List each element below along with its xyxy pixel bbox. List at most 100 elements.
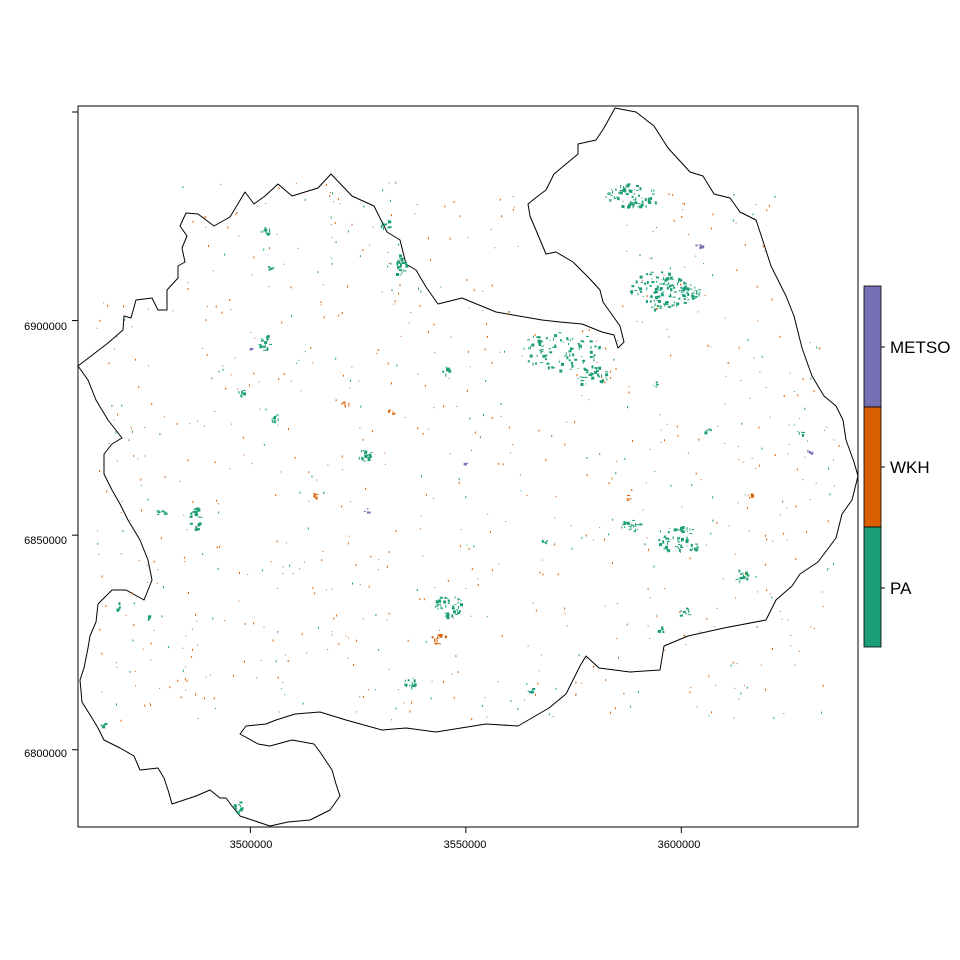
patch-wkh	[388, 551, 390, 554]
patch-pa	[686, 296, 688, 298]
patch-wkh	[391, 382, 392, 385]
patch-wkh	[809, 499, 811, 501]
patch-wkh	[688, 234, 690, 235]
patch-pa	[687, 531, 689, 533]
patch-wkh	[666, 423, 668, 425]
patch-pa	[195, 511, 198, 515]
patch-wkh	[755, 467, 757, 469]
patch-wkh	[244, 660, 245, 663]
patch-pa	[545, 358, 547, 361]
patch-pa	[540, 362, 543, 364]
patch-wkh	[610, 370, 612, 373]
patch-wkh	[368, 585, 370, 588]
patch-pa	[304, 351, 306, 353]
patch-pa	[437, 607, 439, 610]
patch-wkh	[203, 216, 205, 218]
patch-wkh	[608, 482, 610, 485]
patch-pa	[656, 285, 659, 289]
patch-pa	[466, 544, 468, 546]
patch-wkh	[283, 373, 285, 375]
patch-pa	[642, 296, 644, 298]
patch-metso	[551, 435, 553, 438]
patch-pa	[640, 203, 644, 207]
patch-pa	[335, 357, 337, 360]
patch-wkh	[733, 717, 735, 719]
patch-wkh	[538, 429, 540, 432]
patch-pa	[456, 405, 458, 407]
patch-wkh	[724, 317, 726, 319]
patch-wkh	[251, 274, 253, 276]
patch-wkh	[343, 404, 345, 406]
patch-wkh	[725, 375, 727, 377]
patch-pa	[822, 591, 823, 593]
patch-pa	[688, 294, 690, 296]
patch-pa	[667, 537, 669, 541]
patch-wkh	[742, 461, 744, 463]
patch-pa	[224, 253, 226, 256]
patch-wkh	[477, 578, 479, 580]
patch-wkh	[601, 377, 603, 379]
patch-pa	[810, 377, 812, 380]
patch-wkh	[420, 515, 422, 517]
patch-pa	[540, 349, 544, 351]
patch-pa	[651, 281, 655, 284]
patch-pa	[571, 364, 574, 368]
patch-pa	[239, 805, 241, 807]
patch-pa	[440, 606, 442, 609]
patch-pa	[484, 697, 486, 699]
patch-wkh	[205, 226, 207, 228]
patch-wkh	[749, 397, 751, 399]
patch-wkh	[596, 361, 598, 363]
patch-wkh	[647, 587, 649, 590]
patch-pa	[532, 362, 534, 366]
patch-pa	[639, 287, 643, 291]
patch-pa	[205, 676, 207, 678]
patch-pa	[129, 670, 131, 673]
patch-pa	[400, 258, 404, 262]
patch-pa	[646, 287, 648, 291]
patch-pa	[530, 346, 531, 350]
patch-pa	[656, 384, 658, 387]
patch-metso	[283, 263, 285, 265]
patch-pa	[695, 543, 699, 545]
patch-pa	[654, 470, 656, 472]
patch-wkh	[123, 305, 124, 308]
patch-metso	[626, 623, 628, 626]
patch-wkh	[724, 443, 726, 444]
patch-pa	[446, 368, 449, 372]
patch-pa	[164, 512, 168, 515]
patch-pa	[411, 684, 413, 688]
patch-wkh	[663, 274, 665, 276]
patch-pa	[712, 519, 714, 522]
patch-pa	[581, 356, 583, 358]
patch-pa	[653, 291, 657, 294]
patch-pa	[317, 626, 319, 629]
patch-pa	[361, 450, 362, 453]
patch-pa	[381, 291, 383, 293]
patch-metso	[211, 377, 213, 380]
patch-pa	[637, 293, 639, 296]
patch-wkh	[153, 560, 155, 563]
x-tick-label-3500000: 3500000	[230, 839, 273, 851]
patch-pa	[418, 287, 419, 290]
patch-pa	[684, 283, 688, 285]
patch-wkh	[753, 218, 755, 219]
patch-wkh	[331, 588, 333, 590]
patch-pa	[263, 248, 265, 251]
patch-pa	[375, 614, 377, 616]
plot-frame	[77, 105, 859, 828]
patch-pa	[736, 663, 738, 665]
patch-pa	[269, 343, 272, 345]
patch-wkh	[542, 559, 543, 561]
patch-wkh	[469, 366, 471, 368]
patch-pa	[679, 278, 682, 282]
patch-wkh	[290, 286, 292, 289]
patch-wkh	[230, 309, 232, 310]
patch-wkh	[278, 377, 280, 380]
patch-wkh	[783, 532, 785, 535]
patch-wkh	[153, 629, 155, 631]
patch-pa	[390, 262, 392, 265]
patch-pa	[582, 376, 586, 378]
patch-pa	[267, 338, 270, 340]
patch-pa	[349, 387, 351, 389]
